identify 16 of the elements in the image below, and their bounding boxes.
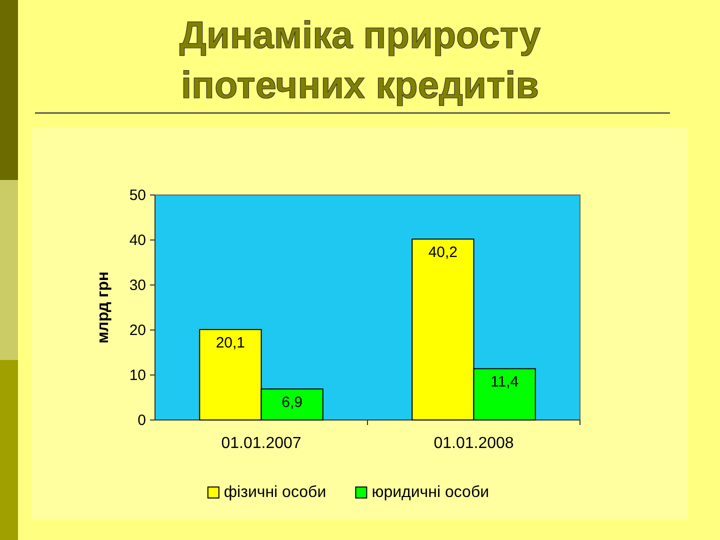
chart-title: Динаміка приросту іпотечних кредитів bbox=[179, 15, 541, 107]
data-label: 6,9 bbox=[282, 394, 302, 411]
x-tick-label: 01.01.2007 bbox=[221, 435, 302, 452]
y-tick-label: 0 bbox=[138, 412, 146, 429]
data-label: 11,4 bbox=[490, 374, 519, 391]
y-axis-title: млрд грн bbox=[95, 271, 112, 344]
y-tick-label: 10 bbox=[129, 367, 146, 384]
y-tick-label: 40 bbox=[129, 232, 146, 249]
data-label: 20,1 bbox=[216, 334, 246, 352]
x-tick-label: 01.01.2008 bbox=[434, 435, 514, 452]
data-label: 40,2 bbox=[428, 244, 458, 262]
legend-label: фізичні особи bbox=[224, 484, 326, 501]
y-tick-label: 50 bbox=[129, 187, 146, 204]
legend-label: юридичні особи bbox=[372, 484, 490, 501]
y-tick-label: 20 bbox=[129, 322, 146, 339]
y-tick-label: 30 bbox=[129, 277, 146, 294]
